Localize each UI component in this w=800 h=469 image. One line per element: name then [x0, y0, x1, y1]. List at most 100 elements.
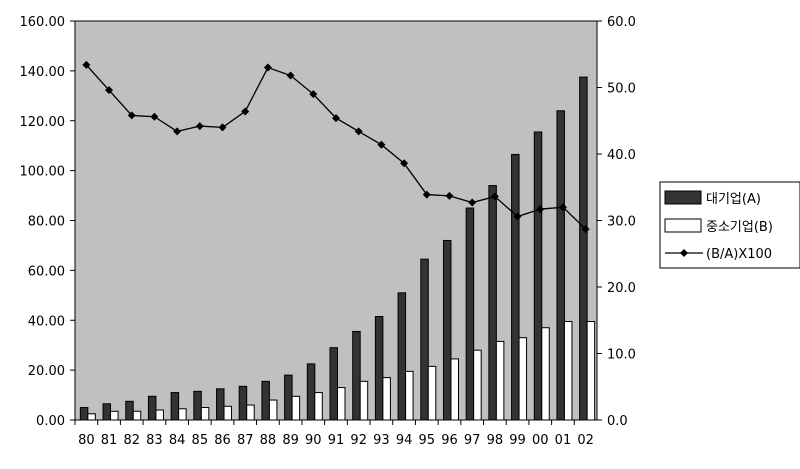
ratio-point-87 [241, 107, 250, 116]
ratio-point-89 [286, 71, 295, 80]
ratio-point-92 [354, 127, 363, 136]
bar-smes-82 [132, 410, 142, 421]
left-y-tick-label: 140.00 [20, 65, 66, 80]
x-tick-label-00: 00 [532, 433, 549, 448]
x-tick-label-99: 99 [509, 433, 526, 448]
bar-large-firms-93 [374, 316, 384, 421]
left-y-tick-label: 100.00 [20, 165, 66, 180]
bar-smes-94 [405, 370, 414, 421]
ratio-point-99 [513, 212, 522, 221]
bar-smes-93 [382, 377, 391, 421]
bar-smes-92 [359, 380, 369, 421]
left-y-tick-label: 120.00 [20, 115, 66, 130]
legend: 대기업(A) 중소기업(B) (B/A)X100 [659, 181, 800, 269]
left-y-tick-label: 160.00 [20, 15, 66, 30]
bar-smes-87 [246, 404, 255, 421]
ratio-point-84 [173, 127, 182, 136]
ratio-point-95 [422, 190, 431, 199]
bar-smes-90 [314, 392, 323, 421]
legend-label-large-firms: 대기업(A) [706, 192, 761, 207]
x-tick-label-84: 84 [169, 433, 186, 448]
bar-large-firms-00 [533, 131, 543, 421]
bar-large-firms-90 [306, 363, 316, 421]
x-tick-label-82: 82 [123, 433, 140, 448]
left-y-tick-label: 40.00 [28, 314, 65, 329]
legend-swatch-large-firms [664, 190, 702, 205]
x-tick-label-87: 87 [237, 433, 254, 448]
ratio-point-81 [105, 86, 114, 95]
ratio-line-group [82, 60, 590, 234]
bar-large-firms-81 [102, 403, 112, 421]
x-tick-label-96: 96 [441, 433, 458, 448]
ratio-point-86 [218, 123, 227, 132]
ratio-point-01 [558, 203, 567, 212]
ratio-point-96 [445, 191, 454, 200]
x-tick-label-86: 86 [214, 433, 231, 448]
bar-group [79, 76, 596, 421]
legend-swatch-smes [664, 218, 702, 233]
ratio-point-93 [377, 140, 386, 149]
bar-smes-00 [541, 327, 550, 421]
bar-large-firms-83 [147, 395, 157, 421]
right-y-tick-label: 60.0 [607, 15, 636, 30]
bar-smes-95 [427, 365, 437, 421]
bar-smes-84 [178, 408, 187, 421]
ratio-point-98 [490, 192, 499, 201]
bar-large-firms-92 [352, 330, 361, 421]
bar-large-firms-98 [488, 185, 497, 421]
bar-smes-98 [495, 340, 505, 421]
ratio-point-80 [82, 60, 91, 69]
x-tick-label-89: 89 [282, 433, 299, 448]
x-tick-label-98: 98 [487, 433, 504, 448]
bar-smes-96 [450, 358, 459, 421]
x-tick-label-85: 85 [192, 433, 209, 448]
ratio-point-02 [581, 225, 590, 234]
bar-smes-86 [223, 405, 233, 421]
bar-smes-85 [200, 407, 210, 421]
ratio-point-85 [195, 122, 204, 131]
right-y-tick-label: 30.0 [607, 215, 636, 230]
ratio-point-00 [536, 205, 545, 214]
legend-swatch-ratio-marker [680, 249, 688, 257]
bar-large-firms-91 [329, 347, 338, 421]
left-y-tick-label: 20.00 [28, 364, 65, 379]
bar-large-firms-01 [556, 110, 565, 421]
bar-large-firms-85 [193, 390, 202, 421]
x-tick-label-88: 88 [260, 433, 277, 448]
bar-smes-80 [87, 413, 96, 421]
left-y-tick-label: 60.00 [28, 264, 65, 279]
bar-smes-83 [155, 409, 164, 421]
left-y-axis-ticks: 0.00 20.00 40.00 60.00 80.00 100.00 120.00 140.… [20, 15, 75, 429]
bar-large-firms-02 [579, 76, 588, 421]
bar-large-firms-84 [170, 392, 180, 421]
legend-label-ratio: (B/A)X100 [706, 247, 772, 262]
right-y-tick-label: 40.0 [607, 148, 636, 163]
x-tick-label-91: 91 [328, 433, 345, 448]
left-y-tick-label: 0.00 [36, 414, 65, 429]
bar-large-firms-97 [465, 207, 475, 421]
legend-label-smes: 중소기업(B) [706, 220, 773, 235]
bar-large-firms-82 [125, 400, 134, 421]
ratio-point-94 [400, 159, 409, 168]
bar-smes-97 [473, 349, 482, 421]
ratio-point-83 [150, 112, 159, 121]
bar-large-firms-96 [442, 239, 452, 421]
bar-large-firms-95 [420, 258, 429, 421]
right-y-tick-label: 20.0 [607, 281, 636, 296]
bar-large-firms-89 [284, 374, 293, 421]
bar-smes-81 [110, 410, 119, 421]
right-y-tick-label: 0.0 [607, 414, 628, 429]
right-y-tick-label: 50.0 [607, 82, 636, 97]
bar-large-firms-99 [511, 153, 520, 421]
bar-large-firms-87 [238, 385, 248, 421]
bar-smes-99 [518, 337, 528, 421]
x-tick-label-92: 92 [350, 433, 367, 448]
right-y-tick-label: 10.0 [607, 348, 636, 363]
bar-smes-02 [586, 320, 596, 421]
ratio-point-91 [332, 114, 340, 123]
ratio-point-88 [263, 63, 272, 72]
bar-large-firms-86 [216, 388, 225, 421]
bar-smes-89 [291, 395, 301, 421]
x-tick-label-95: 95 [419, 433, 436, 448]
